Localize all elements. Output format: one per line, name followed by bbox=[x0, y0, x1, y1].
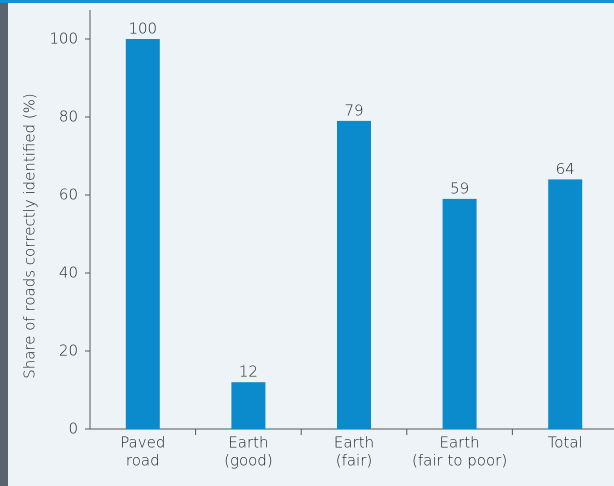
value-label: 59 bbox=[450, 179, 469, 197]
x-tick-label: (good) bbox=[224, 452, 273, 470]
x-tick-label: Earth bbox=[439, 434, 479, 452]
x-tick-label: (fair to poor) bbox=[412, 452, 507, 470]
y-tick-label: 0 bbox=[68, 420, 78, 438]
bar bbox=[337, 120, 371, 430]
y-tick-label: 60 bbox=[59, 186, 78, 204]
value-label: 12 bbox=[239, 363, 258, 381]
bar bbox=[231, 382, 266, 429]
x-tick-label: Paved bbox=[120, 434, 165, 452]
value-label: 100 bbox=[128, 20, 157, 38]
y-axis-label: Share of roads correctly identified (%) bbox=[21, 93, 39, 379]
top-rule bbox=[0, 0, 614, 3]
y-tick-label: 40 bbox=[59, 264, 78, 282]
x-tick-label: Earth bbox=[228, 434, 268, 452]
bar bbox=[548, 179, 583, 429]
y-tick-label: 100 bbox=[49, 30, 78, 48]
x-tick-label: Earth bbox=[334, 434, 374, 452]
bar bbox=[125, 39, 160, 429]
y-tick-label: 20 bbox=[59, 342, 78, 360]
photo-edge bbox=[0, 0, 8, 486]
x-tick-label: Total bbox=[548, 434, 583, 452]
value-label: 64 bbox=[556, 160, 575, 178]
value-label: 79 bbox=[344, 101, 363, 119]
x-tick-label: road bbox=[126, 452, 160, 470]
bar bbox=[442, 198, 477, 429]
x-tick-label: (fair) bbox=[336, 452, 373, 470]
y-tick-label: 80 bbox=[59, 108, 78, 126]
